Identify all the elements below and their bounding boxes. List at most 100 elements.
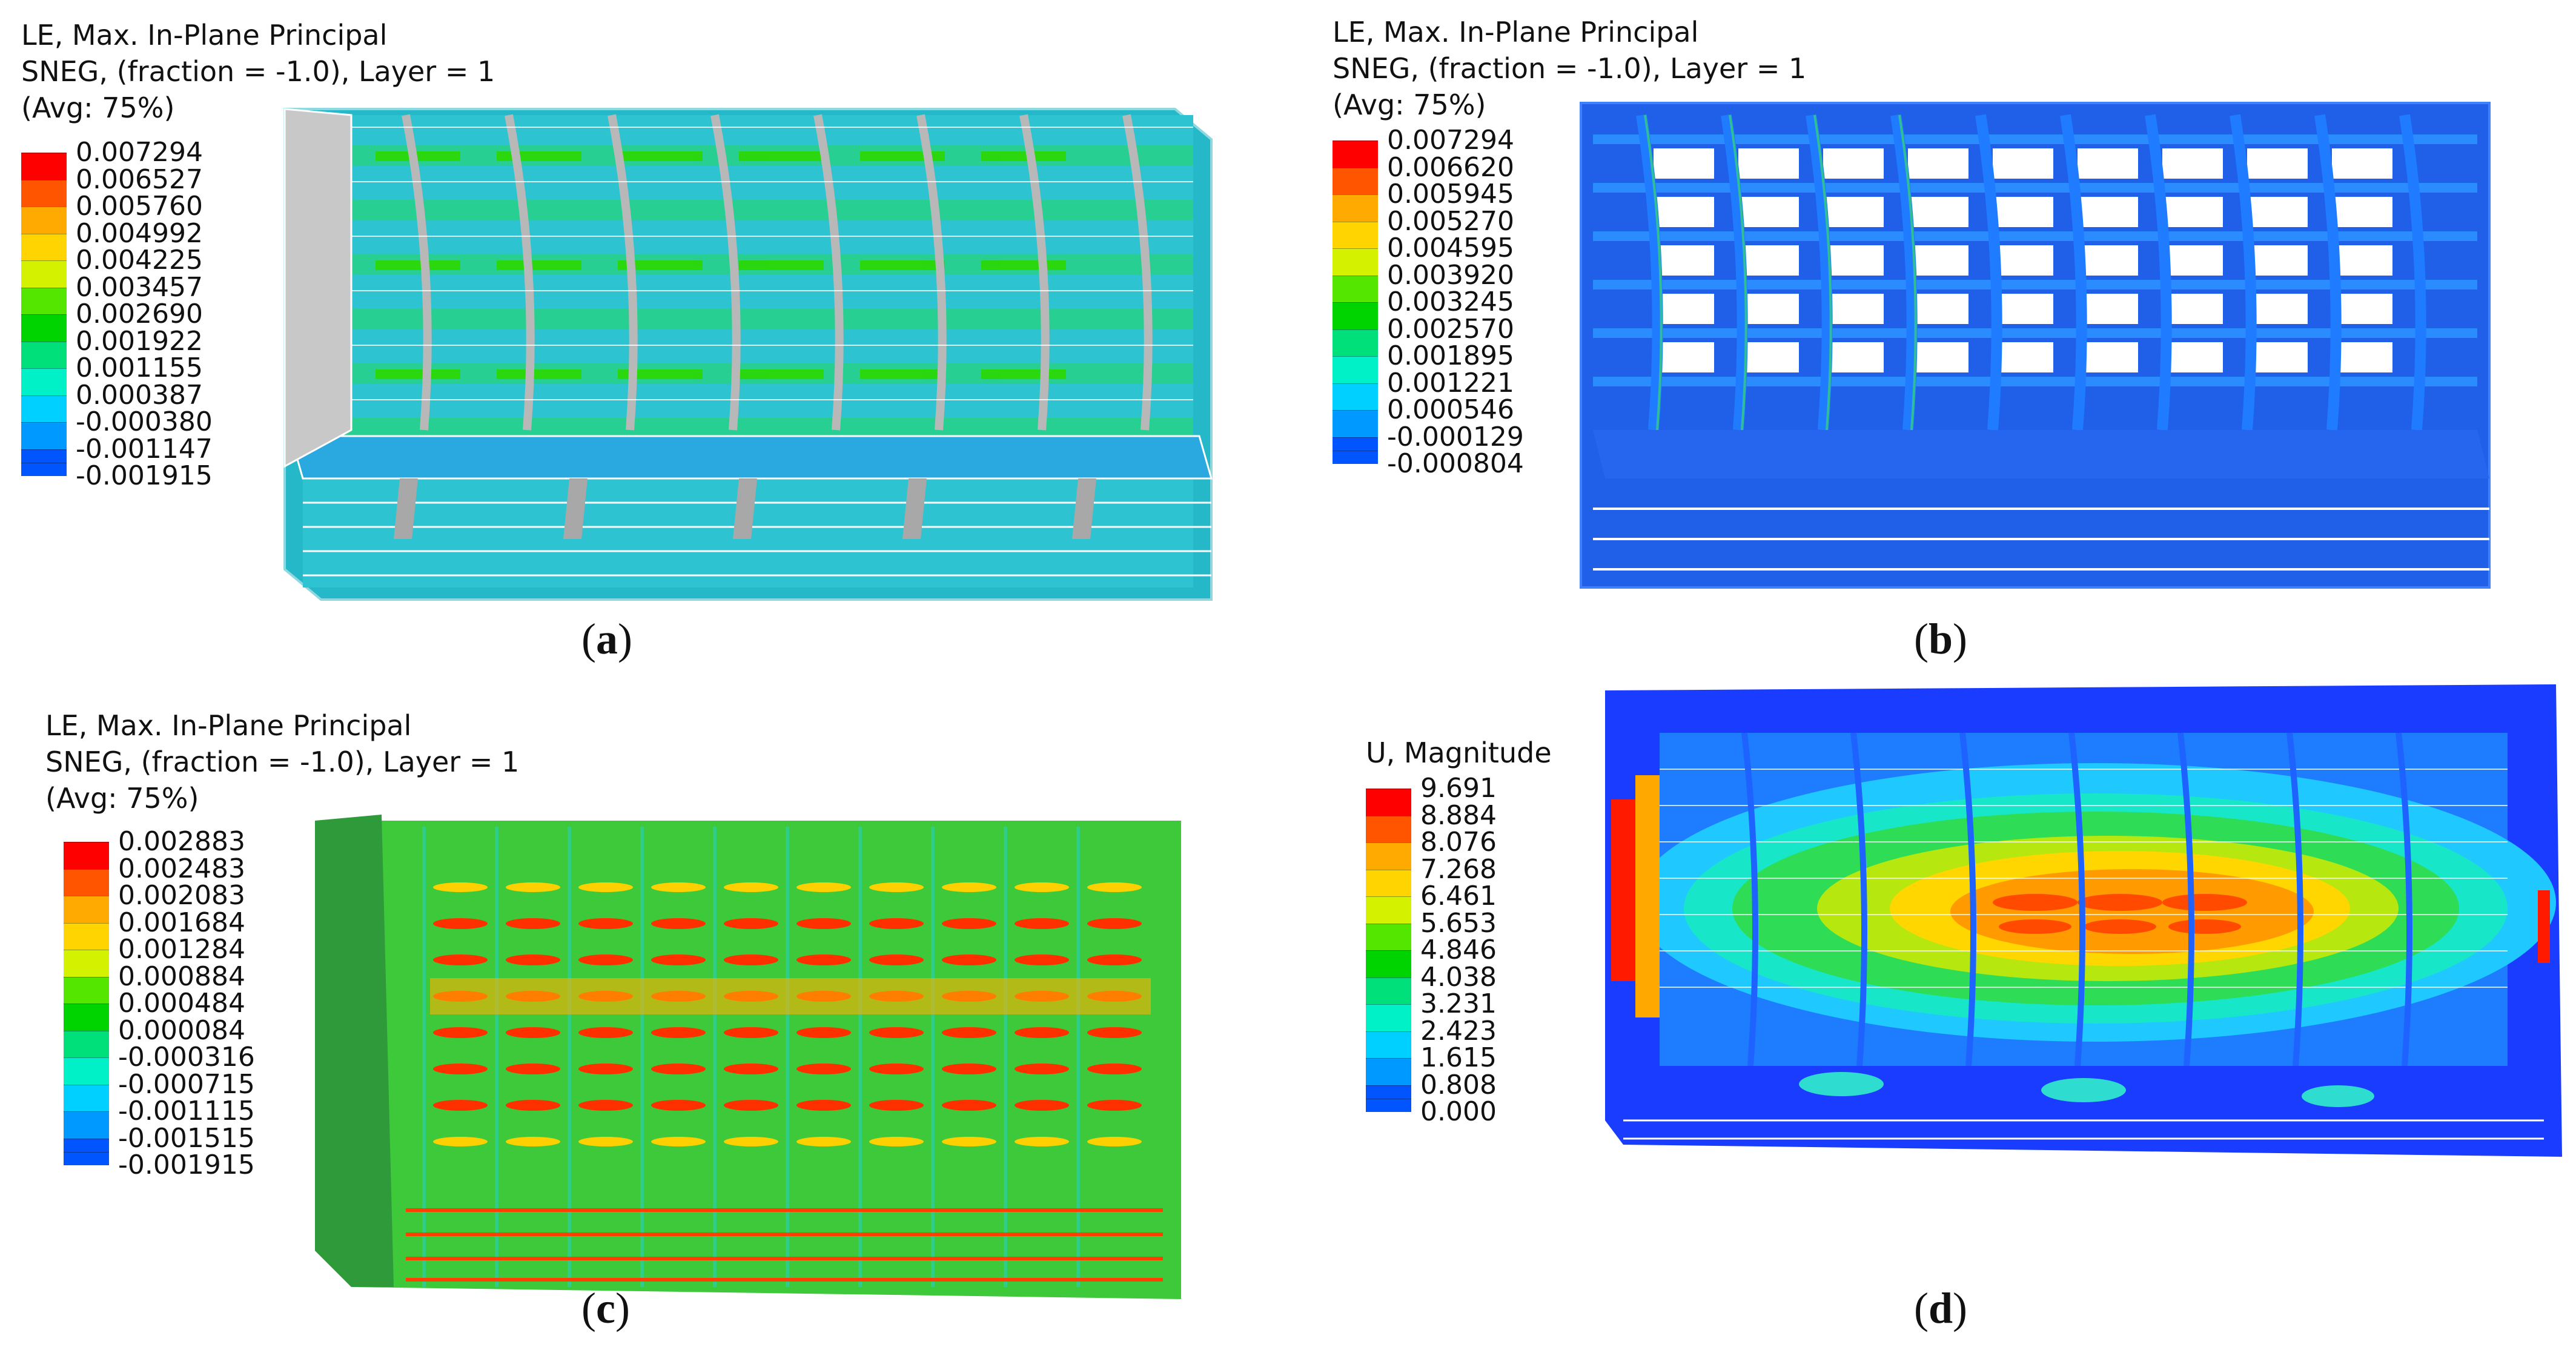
legend-value-label: -0.000380 xyxy=(76,406,213,437)
header-line-2: SNEG, (fraction = -1.0), Layer = 1 xyxy=(45,746,520,778)
panel-b-caption: (b) xyxy=(1914,615,1968,663)
legend-color-swatch xyxy=(21,207,67,234)
legend-color-swatch xyxy=(21,153,67,180)
legend-value-label: 0.003457 xyxy=(76,271,203,303)
legend-color-swatch xyxy=(64,1030,109,1057)
legend-color-swatch xyxy=(1333,329,1378,356)
legend-color-swatch xyxy=(64,896,109,923)
legend-color-swatch xyxy=(1333,194,1378,222)
legend-value-label: 0.004992 xyxy=(76,217,203,249)
legend-color-swatch xyxy=(64,1004,109,1031)
panel-b-legend: 0.007294 0.006620 0.005945 0.005270 0.004595… xyxy=(1333,127,1635,503)
header-line-1: LE, Max. In-Plane Principal xyxy=(1333,16,1699,48)
panel-b-structure-model xyxy=(1580,102,2491,589)
panel-c-caption: (c) xyxy=(581,1284,630,1332)
legend-color-swatch xyxy=(1366,1058,1411,1085)
legend-value-label: 0.005945 xyxy=(1387,179,1514,210)
legend-color-swatch xyxy=(1333,221,1378,248)
panel-b-web-frames xyxy=(1636,114,2426,431)
legend-color-swatch xyxy=(1366,1031,1411,1058)
legend-value-label: -0.000129 xyxy=(1387,421,1524,452)
legend-color-swatch xyxy=(21,287,67,314)
legend-color-swatch xyxy=(21,314,67,342)
legend-color-swatch xyxy=(1333,356,1378,383)
panel-a-structure-model xyxy=(283,108,1213,601)
legend-color-swatch xyxy=(1333,410,1378,437)
panel-a-deck xyxy=(290,435,1213,480)
legend-value-label: -0.000804 xyxy=(1387,448,1524,479)
legend-value-label: 0.002690 xyxy=(76,299,203,329)
legend-value-label: -0.001515 xyxy=(118,1122,255,1154)
legend-value-label: 0.000884 xyxy=(118,961,245,992)
legend-value-label: 0.000084 xyxy=(118,1014,245,1046)
legend-value-label: 0.001895 xyxy=(1387,340,1514,371)
panel-c: LE, Max. In-Plane Principal SNEG, (fract… xyxy=(0,678,1272,1353)
legend-value-label: 0.002083 xyxy=(118,880,245,911)
legend-color-swatch xyxy=(1366,950,1411,978)
legend-value-label: 0.000 xyxy=(1420,1096,1497,1127)
legend-value-label: -0.001915 xyxy=(76,460,213,491)
legend-color-swatch xyxy=(1366,896,1411,924)
legend-value-label: 4.038 xyxy=(1420,961,1497,993)
panel-d-caption: (d) xyxy=(1914,1284,1968,1332)
legend-value-label: 0.003245 xyxy=(1387,286,1514,317)
legend-color-swatch xyxy=(1333,167,1378,194)
header-line-2: SNEG, (fraction = -1.0), Layer = 1 xyxy=(1333,52,1807,85)
legend-value-label: 4.846 xyxy=(1420,935,1497,965)
legend-value-label: -0.001147 xyxy=(76,433,213,465)
legend-color-swatch xyxy=(1333,383,1378,410)
legend-color-swatch xyxy=(64,1152,109,1153)
legend-value-label: -0.000715 xyxy=(118,1068,255,1100)
legend-value-label: 0.001155 xyxy=(76,352,203,383)
legend-value-label: 0.004595 xyxy=(1387,233,1514,263)
legend-color-swatch xyxy=(21,341,67,368)
legend-value-label: 0.000387 xyxy=(76,379,203,411)
panel-b-deck xyxy=(1593,430,2489,478)
header-line-1: LE, Max. In-Plane Principal xyxy=(21,19,388,51)
legend-value-label: 0.000546 xyxy=(1387,394,1514,425)
legend-value-label: 0.000484 xyxy=(118,988,245,1019)
legend-value-label: 3.231 xyxy=(1420,988,1497,1019)
legend-color-swatch xyxy=(1366,815,1411,842)
legend-color-swatch xyxy=(1333,275,1378,302)
legend-color-swatch xyxy=(21,260,67,288)
legend-value-label: 9.691 xyxy=(1420,773,1497,804)
legend-color-swatch xyxy=(21,449,67,476)
legend-value-label: 2.423 xyxy=(1420,1015,1497,1047)
panel-b: LE, Max. In-Plane Principal SNEG, (fract… xyxy=(1314,0,2576,672)
legend-color-swatch xyxy=(21,422,67,449)
legend-color-swatch xyxy=(1366,923,1411,950)
legend-value-label: -0.000316 xyxy=(118,1042,255,1073)
panel-d: U, Magnitude 9.691 8.884 8.076 7.268 6.461 5.… xyxy=(1314,678,2576,1353)
legend-value-label: 0.002883 xyxy=(118,826,245,857)
legend-color-swatch xyxy=(1333,141,1378,168)
legend-value-label: 0.006527 xyxy=(76,164,203,195)
legend-value-label: 6.461 xyxy=(1420,881,1497,911)
legend-color-swatch xyxy=(64,922,109,950)
legend-value-label: 0.003920 xyxy=(1387,259,1514,291)
legend-value-label: 0.002483 xyxy=(118,853,245,884)
legend-color-swatch xyxy=(64,976,109,1004)
legend-color-swatch xyxy=(1366,977,1411,1004)
legend-value-label: 0.007294 xyxy=(1387,125,1514,156)
legend-value-label: 7.268 xyxy=(1420,853,1497,885)
legend-value-label: 8.884 xyxy=(1420,799,1497,831)
legend-value-label: 0.007294 xyxy=(76,137,203,168)
legend-color-swatch xyxy=(1333,437,1378,464)
legend-value-label: 0.808 xyxy=(1420,1069,1497,1100)
panel-d-legend: 9.691 8.884 8.076 7.268 6.461 5.653 4.846 4.038… xyxy=(1366,775,1669,1151)
panel-c-legend: 0.002883 0.002483 0.002083 0.001684 0.001284… xyxy=(64,829,366,1204)
header-line-3: (Avg: 75%) xyxy=(21,91,175,124)
legend-value-label: -0.001915 xyxy=(118,1150,255,1180)
header-line-3: (Avg: 75%) xyxy=(1333,88,1486,121)
panel-a-web-frames xyxy=(402,114,1153,431)
legend-color-swatch xyxy=(1333,248,1378,276)
legend-value-label: 0.005270 xyxy=(1387,205,1514,237)
legend-value-label: 0.004225 xyxy=(76,245,203,276)
panel-a-legend: 0.007294 0.006527 0.005760 0.004992 0.004225… xyxy=(21,139,324,515)
legend-value-label: 1.615 xyxy=(1420,1042,1497,1073)
legend-value-label: 0.005760 xyxy=(76,191,203,222)
panel-a: LE, Max. In-Plane Principal SNEG, (fract… xyxy=(0,0,1272,672)
panel-a-caption: (a) xyxy=(581,615,632,663)
legend-value-label: 0.001684 xyxy=(118,907,245,938)
